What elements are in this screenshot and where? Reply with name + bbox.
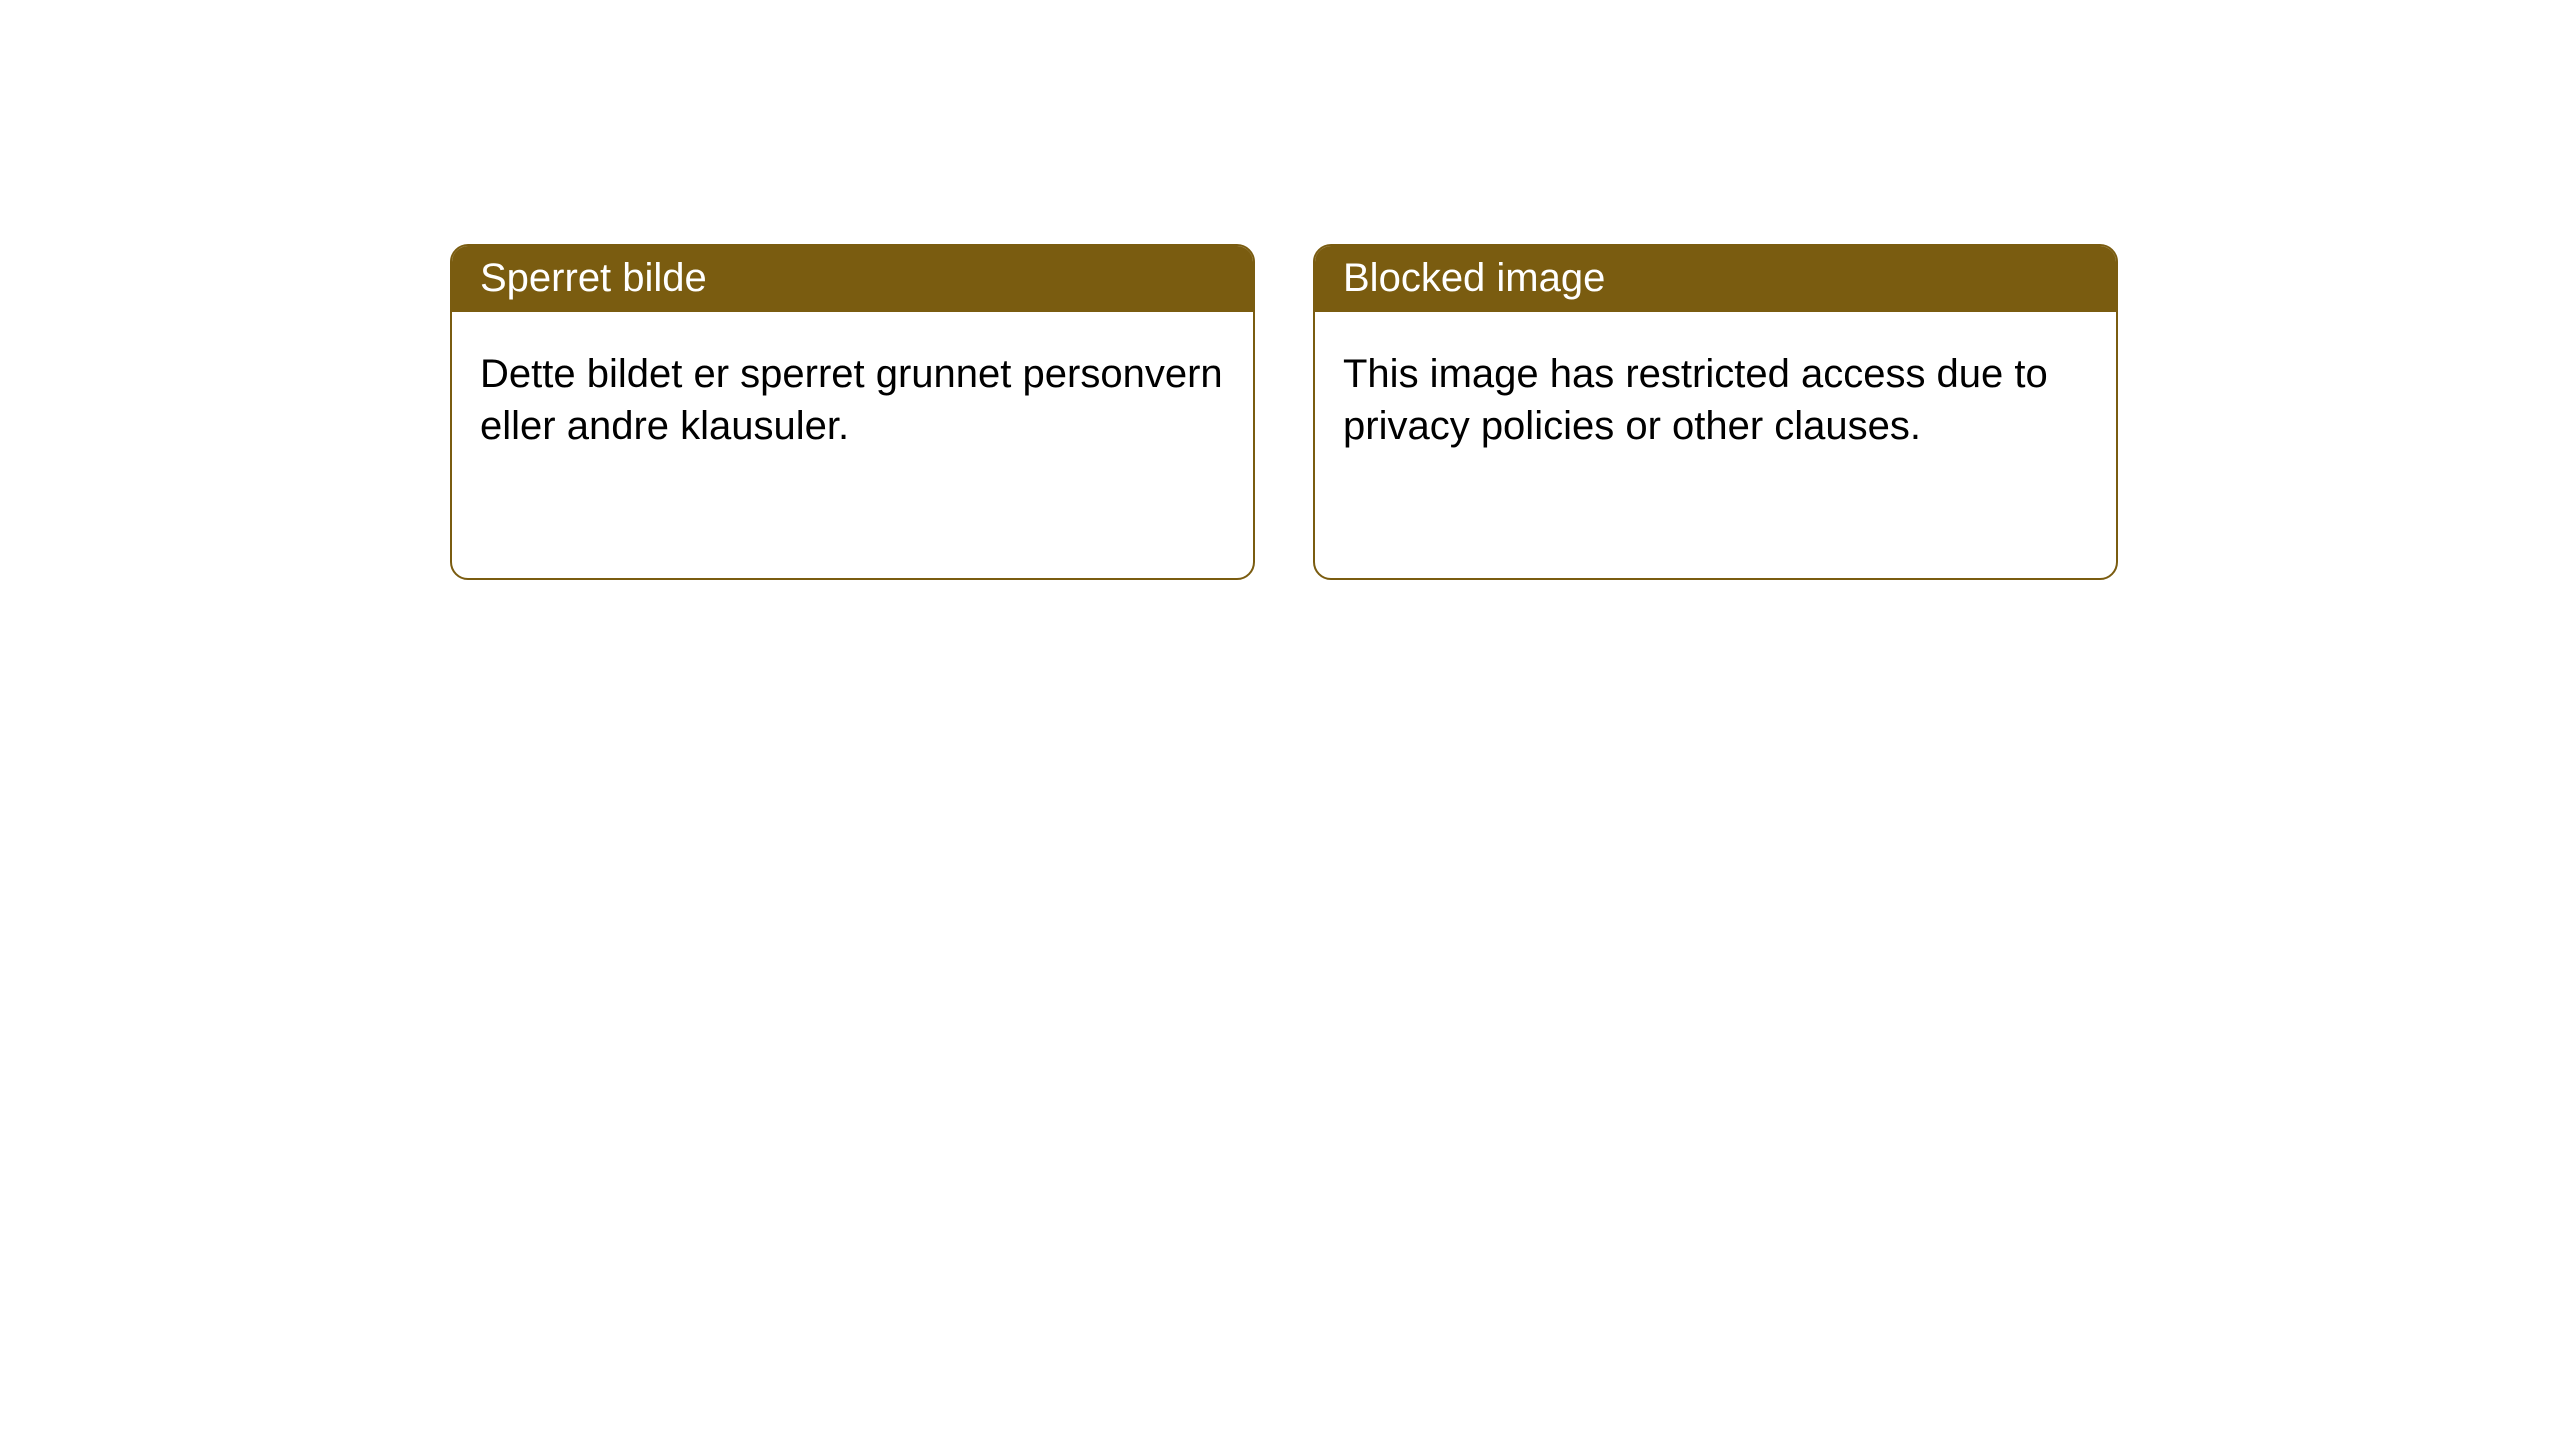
blocked-notice-body-en: This image has restricted access due to … bbox=[1315, 312, 2116, 488]
blocked-notice-card-en: Blocked image This image has restricted … bbox=[1313, 244, 2118, 580]
notices-container: Sperret bilde Dette bildet er sperret gr… bbox=[0, 0, 2560, 580]
blocked-notice-title-en: Blocked image bbox=[1315, 246, 2116, 312]
blocked-notice-body-no: Dette bildet er sperret grunnet personve… bbox=[452, 312, 1253, 488]
blocked-notice-title-no: Sperret bilde bbox=[452, 246, 1253, 312]
blocked-notice-card-no: Sperret bilde Dette bildet er sperret gr… bbox=[450, 244, 1255, 580]
